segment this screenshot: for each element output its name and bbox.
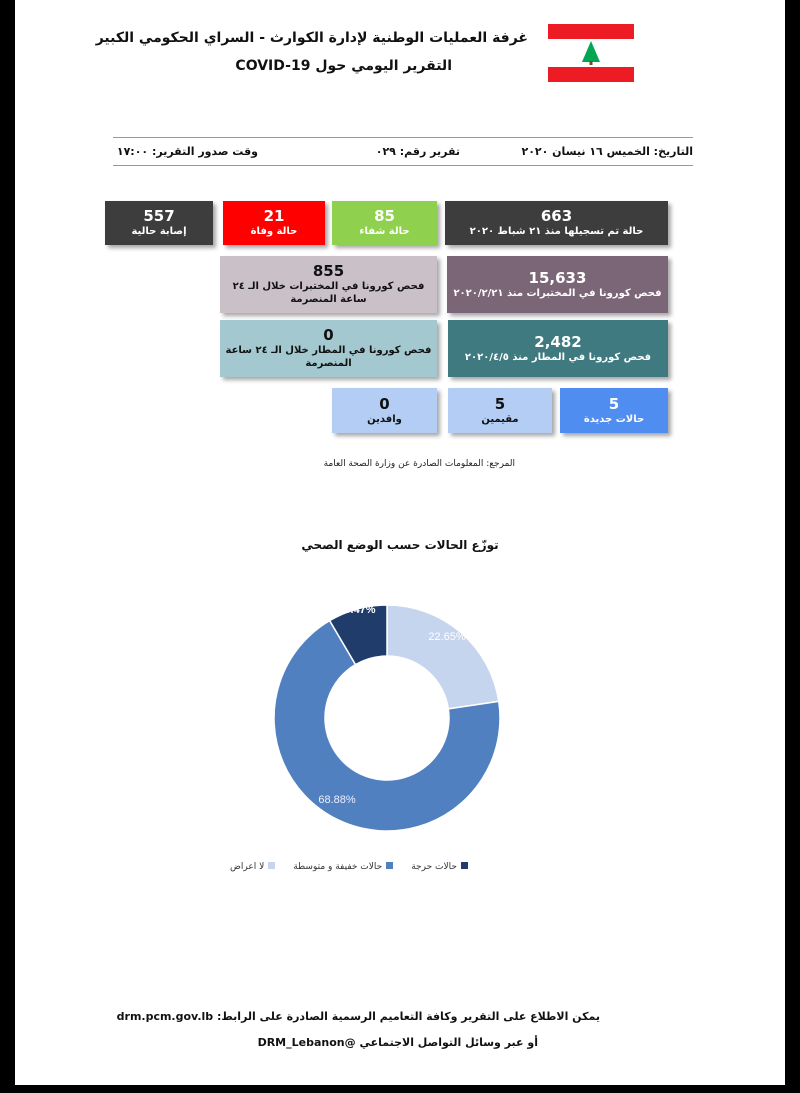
stat-box: 5 حالات جديدة xyxy=(560,388,668,433)
slice-label: 8.47% xyxy=(344,604,375,616)
header-subtitle: التقرير اليومي حول COVID-19 xyxy=(235,58,452,74)
stat-label: فحص كورونا في المطار خلال الـ ٢٤ ساعة ال… xyxy=(225,345,432,369)
divider xyxy=(113,137,693,138)
stat-box: 0 وافدين xyxy=(332,388,437,433)
stat-value: 0 xyxy=(323,326,334,344)
report-number: تقرير رقم: ٠٢٩ xyxy=(375,145,460,158)
donut-slice xyxy=(386,604,500,710)
stat-label: وافدين xyxy=(367,413,402,425)
stat-label: إصابة حالية xyxy=(131,226,187,237)
stat-value: 557 xyxy=(143,207,175,225)
donut-slice xyxy=(328,604,388,666)
stat-value: 2,482 xyxy=(534,332,582,351)
report-time: وقت صدور التقرير: ١٧:٠٠ xyxy=(116,145,258,158)
stat-box: 0 فحص كورونا في المطار خلال الـ ٢٤ ساعة ا… xyxy=(220,320,437,377)
stat-box: 5 مقيمين xyxy=(448,388,552,433)
stat-label: حالة شفاء xyxy=(359,226,410,237)
stat-box: 557 إصابة حالية xyxy=(105,201,213,245)
stat-label: مقيمين xyxy=(481,413,519,425)
stat-box: 855 فحص كورونا في المختبرات خلال الـ ٢٤ س… xyxy=(220,256,437,313)
stat-value: 663 xyxy=(540,207,573,225)
report-page xyxy=(15,0,785,1085)
stat-box: 21 حالة وفاة xyxy=(223,201,325,245)
stat-box: 15,633 فحص كورونا في المختبرات منذ ٢٠٢٠/٢… xyxy=(447,256,668,313)
divider xyxy=(113,165,693,166)
report-date: التاريخ: الخميس ١٦ نيسان ٢٠٢٠ xyxy=(521,145,693,158)
chart-title: توزّع الحالات حسب الوضع الصحي xyxy=(301,538,499,552)
legend-item: حالات حرجة xyxy=(411,862,468,872)
stat-label: فحص كورونا في المختبرات منذ ٢٠٢٠/٢/٢١ xyxy=(453,287,662,299)
footer-social-text: أو عبر وسائل التواصل الاجتماعي @DRM_Leba… xyxy=(257,1036,538,1049)
source-note: المرجع: المعلومات الصادرة عن وزارة الصحة… xyxy=(323,459,515,469)
stat-box: 2,482 فحص كورونا في المطار منذ ٢٠٢٠/٤/٥ xyxy=(448,320,668,377)
slice-label: 22.65% xyxy=(428,631,466,643)
chart-legend: حالات حرجة حالات خفيفة و متوسطة لا اعراض xyxy=(230,862,468,872)
lebanon-flag-logo xyxy=(548,24,634,82)
stat-value: 85 xyxy=(374,207,395,225)
stat-label: فحص كورونا في المختبرات خلال الـ ٢٤ ساعة… xyxy=(232,281,425,305)
stat-label: حالات جديدة xyxy=(583,413,645,425)
stat-value: 21 xyxy=(263,207,285,225)
donut-chart: 22.65% 68.88% 8.47% xyxy=(273,604,501,832)
stat-label: فحص كورونا في المطار منذ ٢٠٢٠/٤/٥ xyxy=(464,351,652,363)
footer-link-text: يمكن الاطلاع على التقرير وكافة التعاميم … xyxy=(116,1010,600,1023)
stat-box: 85 حالة شفاء xyxy=(332,201,437,245)
legend-item: لا اعراض xyxy=(230,862,276,872)
donut-slice xyxy=(273,619,501,832)
header-title: غرفة العمليات الوطنية لإدارة الكوارث - ا… xyxy=(95,30,528,46)
stat-value: 15,633 xyxy=(528,268,587,287)
stat-label: حالة تم تسجيلها منذ ٢١ شباط ٢٠٢٠ xyxy=(469,226,644,237)
stat-box: 663 حالة تم تسجيلها منذ ٢١ شباط ٢٠٢٠ xyxy=(445,201,668,245)
stat-value: 5 xyxy=(608,394,620,413)
slice-label: 68.88% xyxy=(318,794,356,806)
stat-label: حالة وفاة xyxy=(250,226,298,237)
legend-item: حالات خفيفة و متوسطة xyxy=(293,862,394,872)
stat-value: 5 xyxy=(494,394,506,413)
stat-value: 0 xyxy=(379,394,390,413)
stat-value: 855 xyxy=(312,262,345,280)
